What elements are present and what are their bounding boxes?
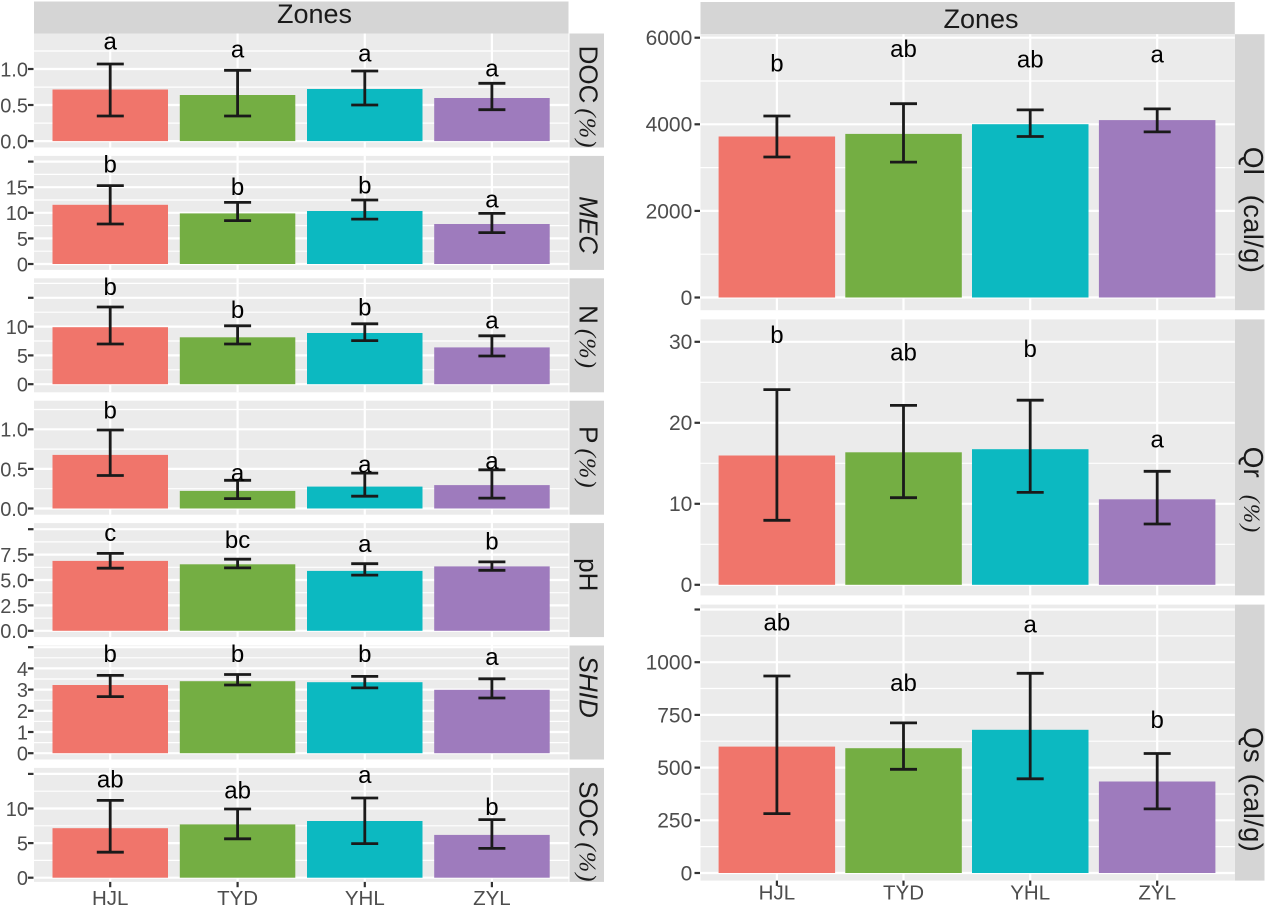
svg-text:30: 30 bbox=[669, 331, 692, 354]
svg-text:b: b bbox=[485, 794, 498, 821]
svg-text:a: a bbox=[1151, 426, 1165, 453]
svg-text:ZYL: ZYL bbox=[1138, 882, 1176, 905]
svg-text:5.0: 5.0 bbox=[0, 570, 28, 592]
svg-text:20: 20 bbox=[669, 412, 692, 435]
svg-text:0: 0 bbox=[17, 868, 28, 890]
svg-text:DOC(%): DOC(%) bbox=[574, 46, 604, 149]
svg-text:N(%): N(%) bbox=[574, 305, 604, 369]
svg-text:10: 10 bbox=[6, 799, 28, 821]
svg-text:TYD: TYD bbox=[883, 882, 924, 905]
svg-text:0.0: 0.0 bbox=[0, 132, 28, 154]
svg-text:P(%): P(%) bbox=[574, 426, 604, 489]
svg-text:b: b bbox=[1151, 707, 1164, 734]
svg-text:a: a bbox=[485, 308, 499, 335]
svg-text:0: 0 bbox=[681, 287, 693, 310]
svg-text:a: a bbox=[358, 452, 372, 479]
svg-text:a: a bbox=[485, 187, 499, 214]
svg-text:SHID: SHID bbox=[574, 656, 604, 718]
svg-text:HJL: HJL bbox=[759, 882, 795, 905]
svg-text:b: b bbox=[104, 274, 117, 301]
svg-text:Qs(cal/g): Qs(cal/g) bbox=[1238, 727, 1269, 852]
svg-text:SOC(%): SOC(%) bbox=[574, 781, 604, 883]
svg-text:a: a bbox=[104, 29, 118, 56]
svg-text:b: b bbox=[1024, 336, 1037, 363]
svg-text:ab: ab bbox=[224, 778, 251, 805]
svg-text:a: a bbox=[1024, 612, 1038, 639]
svg-text:b: b bbox=[358, 294, 371, 321]
svg-text:10: 10 bbox=[6, 317, 28, 339]
svg-text:0: 0 bbox=[17, 375, 28, 397]
svg-text:b: b bbox=[231, 297, 244, 324]
svg-text:a: a bbox=[358, 41, 372, 68]
svg-text:b: b bbox=[104, 152, 117, 179]
svg-text:ab: ab bbox=[97, 767, 124, 794]
svg-text:ab: ab bbox=[764, 609, 791, 636]
svg-text:250: 250 bbox=[657, 810, 692, 833]
svg-text:ab: ab bbox=[890, 36, 917, 63]
svg-text:YHL: YHL bbox=[345, 887, 385, 906]
svg-text:b: b bbox=[358, 172, 371, 199]
svg-text:7.5: 7.5 bbox=[0, 545, 28, 567]
svg-text:Zones: Zones bbox=[277, 0, 352, 29]
svg-text:b: b bbox=[231, 174, 244, 201]
svg-text:ab: ab bbox=[890, 670, 917, 697]
svg-text:bc: bc bbox=[225, 527, 250, 554]
svg-text:a: a bbox=[358, 762, 372, 789]
svg-text:HJL: HJL bbox=[92, 887, 128, 906]
svg-text:b: b bbox=[485, 529, 498, 556]
svg-text:6000: 6000 bbox=[646, 27, 693, 50]
svg-text:0.0: 0.0 bbox=[0, 621, 28, 643]
svg-text:0: 0 bbox=[17, 744, 28, 766]
svg-text:YHL: YHL bbox=[1010, 882, 1050, 905]
svg-text:0.5: 0.5 bbox=[0, 96, 28, 118]
svg-text:ab: ab bbox=[1017, 46, 1044, 73]
svg-text:0.0: 0.0 bbox=[0, 499, 28, 521]
svg-text:a: a bbox=[485, 448, 499, 475]
svg-text:1: 1 bbox=[17, 722, 28, 744]
svg-text:4: 4 bbox=[17, 659, 28, 681]
svg-text:a: a bbox=[231, 37, 245, 64]
svg-text:10: 10 bbox=[669, 493, 692, 516]
svg-text:1000: 1000 bbox=[646, 652, 693, 675]
svg-text:1.0: 1.0 bbox=[0, 420, 28, 442]
svg-text:5: 5 bbox=[17, 346, 28, 368]
svg-text:15: 15 bbox=[6, 178, 28, 200]
svg-text:b: b bbox=[231, 641, 244, 668]
svg-text:0: 0 bbox=[681, 574, 693, 597]
svg-text:TYD: TYD bbox=[217, 887, 258, 906]
svg-text:ab: ab bbox=[890, 339, 917, 366]
svg-text:1.0: 1.0 bbox=[0, 59, 28, 81]
svg-text:3: 3 bbox=[17, 680, 28, 702]
svg-text:a: a bbox=[231, 460, 245, 487]
svg-text:a: a bbox=[1151, 42, 1165, 69]
svg-text:0.5: 0.5 bbox=[0, 459, 28, 481]
svg-text:a: a bbox=[485, 56, 499, 83]
svg-text:5: 5 bbox=[17, 229, 28, 251]
svg-text:b: b bbox=[104, 641, 117, 668]
svg-text:2.5: 2.5 bbox=[0, 596, 28, 618]
svg-text:b: b bbox=[770, 322, 783, 349]
svg-text:b: b bbox=[358, 641, 371, 668]
svg-text:500: 500 bbox=[657, 757, 692, 780]
svg-text:c: c bbox=[104, 520, 116, 547]
svg-text:b: b bbox=[770, 51, 783, 78]
svg-text:Zones: Zones bbox=[943, 4, 1018, 34]
svg-text:a: a bbox=[485, 644, 499, 671]
svg-text:b: b bbox=[104, 398, 117, 425]
svg-text:2: 2 bbox=[17, 701, 28, 723]
svg-text:pH: pH bbox=[574, 558, 604, 591]
svg-text:10: 10 bbox=[6, 203, 28, 225]
svg-text:a: a bbox=[358, 531, 372, 558]
svg-text:0: 0 bbox=[17, 254, 28, 276]
svg-text:MEC: MEC bbox=[574, 196, 604, 254]
svg-text:ZYL: ZYL bbox=[473, 887, 511, 906]
svg-text:2000: 2000 bbox=[646, 200, 693, 223]
svg-text:750: 750 bbox=[657, 704, 692, 727]
svg-text:Ql(cal/g): Ql(cal/g) bbox=[1238, 147, 1269, 274]
svg-text:4000: 4000 bbox=[646, 114, 693, 137]
svg-text:0: 0 bbox=[681, 862, 693, 885]
svg-text:5: 5 bbox=[17, 834, 28, 856]
